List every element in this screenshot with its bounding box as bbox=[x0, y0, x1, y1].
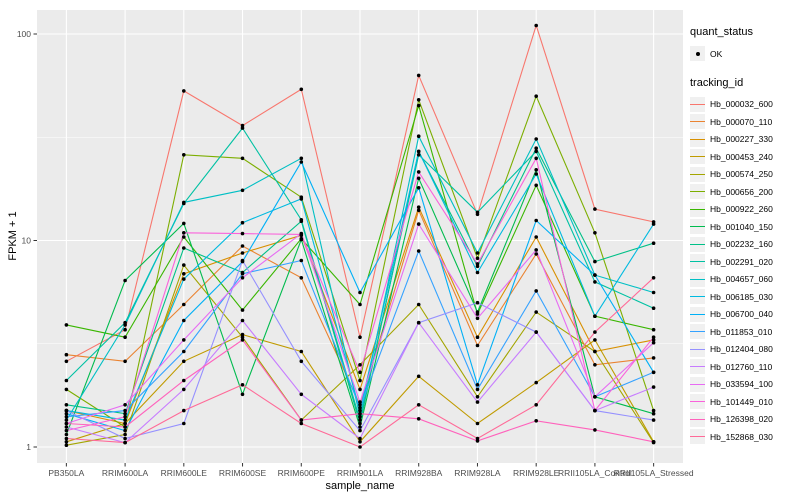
y-tick-labels: 1 10 100 bbox=[17, 29, 31, 452]
legend-label: Hb_126398_020 bbox=[710, 414, 773, 425]
legend-item: Hb_000453_240 bbox=[690, 148, 798, 166]
line-key-icon bbox=[690, 96, 705, 112]
svg-text:10: 10 bbox=[22, 236, 32, 246]
legend-item: Hb_006700_040 bbox=[690, 306, 798, 324]
line-key-icon bbox=[690, 201, 705, 217]
legend-label: Hb_000070_110 bbox=[710, 116, 773, 127]
svg-text:RRIM600PE: RRIM600PE bbox=[278, 468, 326, 478]
line-key-icon bbox=[690, 114, 705, 130]
line-key-icon bbox=[690, 254, 705, 270]
svg-text:100: 100 bbox=[17, 29, 31, 39]
line-key-icon bbox=[690, 324, 705, 340]
svg-text:1: 1 bbox=[26, 442, 31, 452]
legend-label: Hb_012404_080 bbox=[710, 344, 773, 355]
legend-label: Hb_000574_250 bbox=[710, 169, 773, 180]
line-key-icon bbox=[690, 411, 705, 427]
line-key-icon bbox=[690, 376, 705, 392]
line-key-icon bbox=[690, 236, 705, 252]
svg-text:RRIM600LA: RRIM600LA bbox=[102, 468, 149, 478]
legend-item: Hb_000574_250 bbox=[690, 166, 798, 184]
line-key-icon bbox=[690, 289, 705, 305]
line-key-icon bbox=[690, 219, 705, 235]
legend-label: Hb_002232_160 bbox=[710, 239, 773, 250]
line-key-icon bbox=[690, 131, 705, 147]
svg-text:RRIM600SE: RRIM600SE bbox=[219, 468, 267, 478]
legend-title-tracking-id: tracking_id bbox=[690, 76, 744, 89]
svg-text:RRIM928LA: RRIM928LA bbox=[454, 468, 501, 478]
legend-item: Hb_000922_260 bbox=[690, 201, 798, 219]
legend-item: Hb_000656_200 bbox=[690, 183, 798, 201]
legend-label: Hb_000032_600 bbox=[710, 99, 773, 110]
line-key-icon bbox=[690, 271, 705, 287]
x-tick-labels: PB350LA RRIM600LA RRIM600LE RRIM600SE RRIM60… bbox=[48, 468, 693, 478]
svg-text:RRIM600LE: RRIM600LE bbox=[161, 468, 208, 478]
legend-item: Hb_101449_010 bbox=[690, 393, 798, 411]
legend-title-quant-status: quant_status bbox=[690, 26, 753, 38]
legend-item: Hb_011853_010 bbox=[690, 323, 798, 341]
legend-label: Hb_011853_010 bbox=[710, 326, 773, 337]
legend-item: Hb_033594_100 bbox=[690, 376, 798, 394]
legend-label: Hb_000227_330 bbox=[710, 134, 773, 145]
legend-item: Hb_000032_600 bbox=[690, 96, 798, 114]
legend-label: Hb_033594_100 bbox=[710, 379, 773, 390]
line-key-icon bbox=[690, 149, 705, 165]
legend-item: Hb_002232_160 bbox=[690, 236, 798, 254]
svg-text:RRIM901LA: RRIM901LA bbox=[337, 468, 384, 478]
legend-item: Hb_012760_110 bbox=[690, 358, 798, 376]
legend-item: Hb_004657_060 bbox=[690, 271, 798, 289]
line-key-icon bbox=[690, 341, 705, 357]
legend: quant_status OK tracking_id Hb_000032_60… bbox=[690, 26, 798, 446]
legend-item: Hb_152868_030 bbox=[690, 428, 798, 446]
legend-label: Hb_000453_240 bbox=[710, 151, 773, 162]
svg-text:RRIM928LE: RRIM928LE bbox=[513, 468, 560, 478]
line-key-icon bbox=[690, 184, 705, 200]
x-axis-title: sample_name bbox=[325, 480, 395, 492]
legend-label: Hb_002291_020 bbox=[710, 256, 773, 267]
legend-label: Hb_101449_010 bbox=[710, 396, 773, 407]
legend-item: Hb_000227_330 bbox=[690, 131, 798, 149]
legend-label: Hb_006185_030 bbox=[710, 291, 773, 302]
legend-item: Hb_012404_080 bbox=[690, 341, 798, 359]
svg-text:PB350LA: PB350LA bbox=[48, 468, 84, 478]
svg-text:RRII105LA_Stressed: RRII105LA_Stressed bbox=[614, 468, 694, 478]
line-key-icon bbox=[690, 166, 705, 182]
legend-label-ok: OK bbox=[710, 48, 723, 59]
axis-ticks bbox=[33, 33, 655, 467]
legend-label: Hb_152868_030 bbox=[710, 431, 773, 442]
y-axis-title: FPKM + 1 bbox=[7, 211, 19, 261]
legend-label: Hb_006700_040 bbox=[710, 309, 773, 320]
line-key-icon bbox=[690, 306, 705, 322]
svg-text:RRII105LA_Control: RRII105LA_Control bbox=[558, 468, 632, 478]
legend-label: Hb_000656_200 bbox=[710, 186, 773, 197]
legend-item-quant-ok: OK bbox=[690, 45, 798, 63]
svg-text:RRIM928BA: RRIM928BA bbox=[395, 468, 443, 478]
data-points bbox=[64, 23, 656, 449]
point-key-icon bbox=[690, 46, 705, 62]
line-key-icon bbox=[690, 429, 705, 445]
legend-item: Hb_002291_020 bbox=[690, 253, 798, 271]
legend-label: Hb_001040_150 bbox=[710, 221, 773, 232]
legend-label: Hb_004657_060 bbox=[710, 274, 773, 285]
legend-item: Hb_126398_020 bbox=[690, 411, 798, 429]
legend-item: Hb_000070_110 bbox=[690, 113, 798, 131]
line-key-icon bbox=[690, 394, 705, 410]
line-key-icon bbox=[690, 359, 705, 375]
legend-item: Hb_001040_150 bbox=[690, 218, 798, 236]
legend-tracking-items: Hb_000032_600 Hb_000070_110 Hb_000227_330 H… bbox=[690, 96, 798, 446]
legend-label: Hb_000922_260 bbox=[710, 204, 773, 215]
legend-item: Hb_006185_030 bbox=[690, 288, 798, 306]
legend-label: Hb_012760_110 bbox=[710, 361, 773, 372]
